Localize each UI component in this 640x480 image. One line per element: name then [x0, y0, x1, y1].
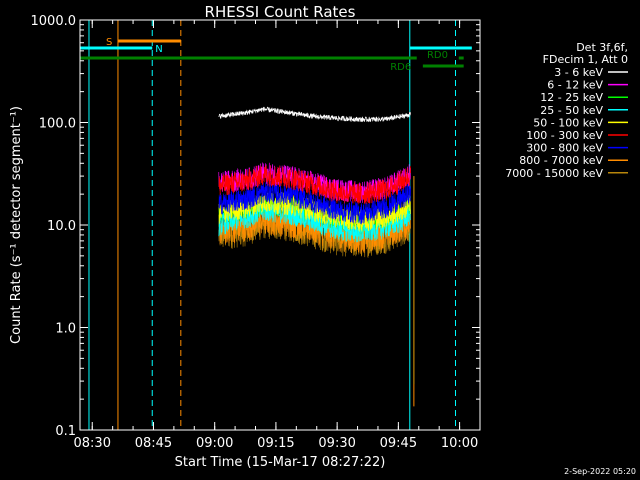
legend-header: Det 3f,6f,: [576, 41, 628, 54]
y-axis-label: Count Rate (s⁻¹ detector segment⁻¹): [9, 106, 24, 344]
x-tick-label: 09:00: [196, 436, 233, 451]
y-tick-label: 0.1: [55, 424, 76, 439]
x-tick-label: 09:15: [257, 436, 294, 451]
x-axis-label: Start Time (15-Mar-17 08:27:22): [175, 455, 386, 470]
footer-date: 2-Sep-2022 05:20: [564, 467, 636, 476]
legend-header: FDecim 1, Att 0: [543, 53, 628, 66]
y-tick-label: 1.0: [55, 322, 76, 337]
flag-label-rd0: RD0: [427, 50, 448, 61]
legend-label-100-300-kev: 100 - 300 keV: [526, 129, 603, 142]
series-line-300-800-kev: [218, 181, 411, 225]
legend-label-300-800-kev: 300 - 800 keV: [526, 142, 603, 155]
legend-label-12-25-kev: 12 - 25 keV: [540, 91, 603, 104]
x-tick-label: 10:00: [441, 436, 478, 451]
chart-title: RHESSI Count Rates: [205, 3, 356, 21]
x-tick-label: 09:30: [318, 436, 355, 451]
x-tick-label: 08:45: [135, 436, 172, 451]
flag-label-n: N: [155, 44, 162, 55]
legend-label-7000-15000-kev: 7000 - 15000 keV: [505, 167, 603, 180]
series-line-100-300-kev: [218, 165, 411, 205]
x-tick-label: 08:30: [74, 436, 111, 451]
y-tick-label: 10.0: [47, 219, 76, 234]
flag-label-s: S: [106, 37, 112, 48]
y-tick-label: 100.0: [39, 117, 76, 132]
legend-label-6-12-kev: 6 - 12 keV: [547, 79, 603, 92]
legend-label-50-100-kev: 50 - 100 keV: [533, 116, 603, 129]
legend-label-3-6-kev: 3 - 6 keV: [554, 66, 603, 79]
y-tick-label: 1000.0: [31, 14, 77, 29]
legend-label-25-50-kev: 25 - 50 keV: [540, 104, 603, 117]
x-tick-label: 09:45: [380, 436, 417, 451]
series-line-3-6-kev-visible: [218, 106, 411, 123]
legend-label-800-7000-kev: 800 - 7000 keV: [519, 154, 603, 167]
flag-label-rd6: RD6: [390, 62, 411, 73]
series-line-50-100-kev: [218, 191, 411, 232]
